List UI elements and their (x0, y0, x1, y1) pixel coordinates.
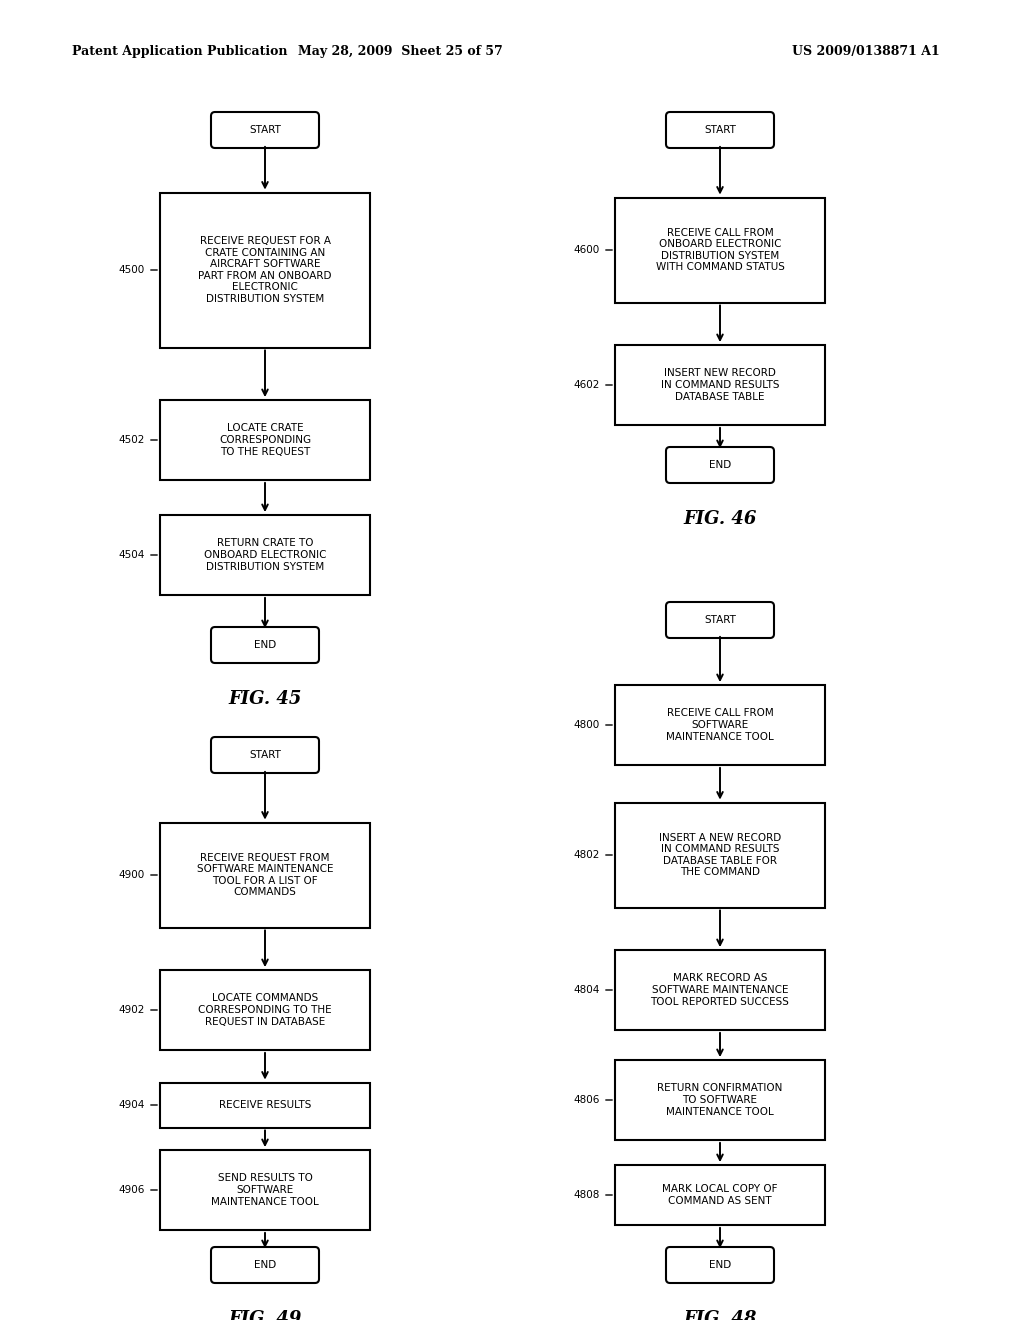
Bar (615, 1166, 825, 1225)
FancyBboxPatch shape (666, 112, 774, 148)
Text: RECEIVE REQUEST FROM
SOFTWARE MAINTENANCE
TOOL FOR A LIST OF
COMMANDS: RECEIVE REQUEST FROM SOFTWARE MAINTENANC… (197, 853, 333, 898)
Bar (160, 193, 370, 347)
FancyBboxPatch shape (666, 447, 774, 483)
Text: 4804: 4804 (573, 985, 600, 995)
Text: US 2009/0138871 A1: US 2009/0138871 A1 (793, 45, 940, 58)
Text: Patent Application Publication: Patent Application Publication (72, 45, 288, 58)
Bar (615, 950, 825, 1030)
Bar (160, 1150, 370, 1230)
Text: START: START (705, 125, 736, 135)
Text: INSERT NEW RECORD
IN COMMAND RESULTS
DATABASE TABLE: INSERT NEW RECORD IN COMMAND RESULTS DAT… (660, 368, 779, 401)
Text: SEND RESULTS TO
SOFTWARE
MAINTENANCE TOOL: SEND RESULTS TO SOFTWARE MAINTENANCE TOO… (211, 1173, 318, 1206)
FancyBboxPatch shape (211, 112, 319, 148)
Text: 4902: 4902 (119, 1005, 145, 1015)
Text: FIG. 49: FIG. 49 (228, 1309, 302, 1320)
Text: 4800: 4800 (573, 719, 600, 730)
Text: END: END (254, 640, 276, 649)
Text: START: START (705, 615, 736, 624)
Text: RECEIVE REQUEST FOR A
CRATE CONTAINING AN
AIRCRAFT SOFTWARE
PART FROM AN ONBOARD: RECEIVE REQUEST FOR A CRATE CONTAINING A… (199, 236, 332, 304)
Text: 4500: 4500 (119, 265, 145, 275)
Text: RETURN CONFIRMATION
TO SOFTWARE
MAINTENANCE TOOL: RETURN CONFIRMATION TO SOFTWARE MAINTENA… (657, 1084, 782, 1117)
Text: MARK RECORD AS
SOFTWARE MAINTENANCE
TOOL REPORTED SUCCESS: MARK RECORD AS SOFTWARE MAINTENANCE TOOL… (650, 973, 790, 1007)
Text: START: START (249, 750, 281, 760)
Text: 4504: 4504 (119, 550, 145, 560)
Bar (615, 1060, 825, 1140)
Text: FIG. 45: FIG. 45 (228, 690, 302, 708)
Text: LOCATE COMMANDS
CORRESPONDING TO THE
REQUEST IN DATABASE: LOCATE COMMANDS CORRESPONDING TO THE REQ… (199, 994, 332, 1027)
Text: 4806: 4806 (573, 1096, 600, 1105)
Text: May 28, 2009  Sheet 25 of 57: May 28, 2009 Sheet 25 of 57 (298, 45, 503, 58)
Bar (615, 803, 825, 908)
Bar (160, 970, 370, 1049)
Text: RECEIVE RESULTS: RECEIVE RESULTS (219, 1100, 311, 1110)
Bar (160, 1082, 370, 1127)
Bar (615, 198, 825, 302)
Text: FIG. 48: FIG. 48 (683, 1309, 757, 1320)
FancyBboxPatch shape (666, 602, 774, 638)
Text: INSERT A NEW RECORD
IN COMMAND RESULTS
DATABASE TABLE FOR
THE COMMAND: INSERT A NEW RECORD IN COMMAND RESULTS D… (658, 833, 781, 878)
Text: 4808: 4808 (573, 1191, 600, 1200)
Text: 4802: 4802 (573, 850, 600, 861)
FancyBboxPatch shape (211, 737, 319, 774)
Text: RECEIVE CALL FROM
SOFTWARE
MAINTENANCE TOOL: RECEIVE CALL FROM SOFTWARE MAINTENANCE T… (667, 709, 774, 742)
Bar (160, 515, 370, 595)
Text: RETURN CRATE TO
ONBOARD ELECTRONIC
DISTRIBUTION SYSTEM: RETURN CRATE TO ONBOARD ELECTRONIC DISTR… (204, 539, 327, 572)
FancyBboxPatch shape (666, 1247, 774, 1283)
Bar (615, 685, 825, 766)
Text: FIG. 46: FIG. 46 (683, 510, 757, 528)
Text: END: END (254, 1261, 276, 1270)
Text: 4904: 4904 (119, 1100, 145, 1110)
FancyBboxPatch shape (211, 1247, 319, 1283)
Text: START: START (249, 125, 281, 135)
FancyBboxPatch shape (211, 627, 319, 663)
Text: END: END (709, 1261, 731, 1270)
Bar (160, 400, 370, 480)
Text: 4602: 4602 (573, 380, 600, 389)
Bar (615, 345, 825, 425)
Text: MARK LOCAL COPY OF
COMMAND AS SENT: MARK LOCAL COPY OF COMMAND AS SENT (663, 1184, 778, 1205)
Bar (160, 822, 370, 928)
Text: 4900: 4900 (119, 870, 145, 880)
Text: LOCATE CRATE
CORRESPONDING
TO THE REQUEST: LOCATE CRATE CORRESPONDING TO THE REQUES… (219, 424, 311, 457)
Text: 4502: 4502 (119, 436, 145, 445)
Text: 4906: 4906 (119, 1185, 145, 1195)
Text: END: END (709, 459, 731, 470)
Text: 4600: 4600 (573, 246, 600, 255)
Text: RECEIVE CALL FROM
ONBOARD ELECTRONIC
DISTRIBUTION SYSTEM
WITH COMMAND STATUS: RECEIVE CALL FROM ONBOARD ELECTRONIC DIS… (655, 227, 784, 272)
